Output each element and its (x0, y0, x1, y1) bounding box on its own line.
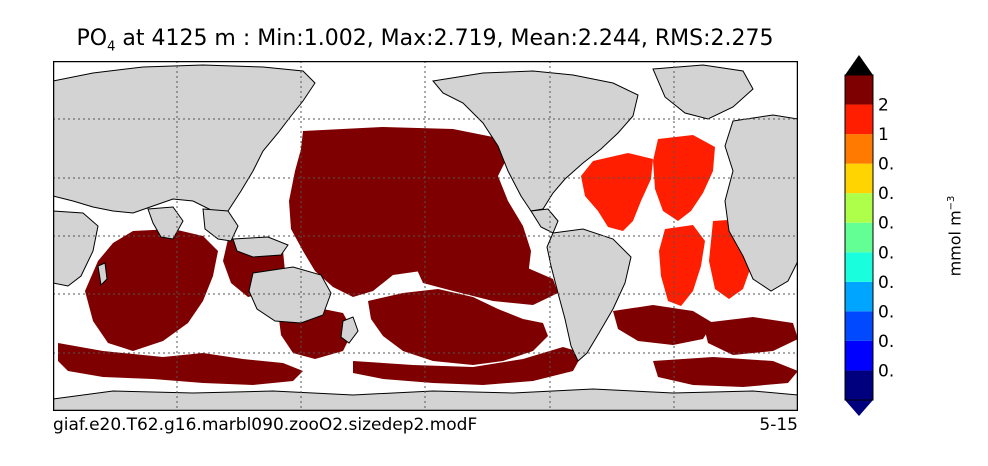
units-label: mmol m−3 (946, 196, 965, 277)
map-panel (53, 61, 798, 411)
title-stats: at 4125 m : Min:1.002, Max:2.719, Mean:2… (115, 26, 774, 51)
colorbar-swatch (845, 222, 873, 253)
colorbar-tick-label: 0.5 (878, 184, 895, 204)
south-pacific-region (368, 289, 548, 365)
colorbar-swatch (845, 281, 873, 312)
colorbar-swatch (845, 75, 873, 105)
map-title: PO4 at 4125 m : Min:1.002, Max:2.719, Me… (0, 26, 850, 54)
colorbar-swatches (845, 75, 873, 400)
lat-lon-grid (53, 61, 798, 411)
title-subscript: 4 (107, 39, 116, 55)
colorbar-tick-label: 0.75 (878, 155, 895, 175)
colorbar-tick-label: 0.4 (878, 214, 895, 234)
units-exponent: −3 (946, 195, 958, 211)
india-landmass (147, 206, 184, 240)
colorbar-swatch (845, 193, 873, 223)
colorbar-swatch (845, 163, 873, 194)
south-atlantic-south-region (653, 357, 798, 387)
colorbar-swatch (845, 104, 873, 135)
south-atlantic-west-region (659, 225, 705, 306)
southeast-asia-landmass (202, 208, 239, 242)
colorbar-swatch (845, 370, 873, 400)
colorbar-labels: 0.01 0.05 0.1 0.2 0.3 0.4 0.5 0.75 1 2 (878, 96, 895, 382)
central-america-landmass (530, 208, 559, 234)
year-range-label: 5-15 (759, 415, 798, 435)
land-masses (53, 64, 798, 411)
africa-east-landmass (53, 210, 99, 287)
australia-landmass (248, 266, 332, 324)
colorbar-swatch (845, 252, 873, 282)
pacific-tropical-region (413, 257, 558, 305)
colorbar-tick-label: 0.3 (878, 243, 895, 263)
north-pacific-region (289, 127, 531, 297)
colorbar-under-triangle (845, 400, 873, 416)
world-map (53, 61, 798, 411)
colorbar-over-triangle (845, 55, 873, 75)
north-america-landmass (432, 70, 639, 212)
new-zealand-landmass (340, 316, 359, 344)
southern-ocean-region-4 (703, 317, 798, 355)
colorbar-tick-label: 0.2 (878, 273, 895, 293)
colorbar-tick-label: 0.01 (878, 361, 895, 381)
colorbar: 0.01 0.05 0.1 0.2 0.3 0.4 0.5 0.75 1 2 (844, 55, 895, 416)
colorbar-tick-label: 0.1 (878, 302, 895, 322)
colorbar-tick-label: 2 (878, 96, 889, 116)
greenland-landmass (652, 64, 754, 120)
asia-landmass (53, 64, 316, 214)
europe-africa-west-landmass (724, 114, 798, 292)
indian-ocean-region (85, 229, 218, 351)
run-name-label: giaf.e20.T62.g16.marbl090.zooO2.sizedep2… (53, 415, 478, 435)
map-frame (53, 61, 798, 411)
maritime-continent-landmass (232, 236, 289, 258)
madagascar-landmass (97, 262, 108, 287)
colorbar-tick-label: 0.05 (878, 332, 895, 352)
southern-ocean-region-2 (353, 347, 583, 385)
south-america-landmass (546, 228, 632, 362)
antarctica-landmass (53, 388, 798, 411)
units-base: mmol m (945, 210, 965, 277)
southern-ocean-region-3 (613, 305, 713, 345)
colorbar-swatch (845, 311, 873, 341)
north-atlantic-west-region (581, 153, 653, 231)
title-variable: PO (76, 26, 108, 51)
colorbar-swatch (845, 340, 873, 371)
colorbar-tick-label: 1 (878, 125, 889, 145)
high-value-regions (58, 127, 798, 387)
colorbar-frame (844, 74, 874, 401)
colorbar-swatch (845, 134, 873, 164)
